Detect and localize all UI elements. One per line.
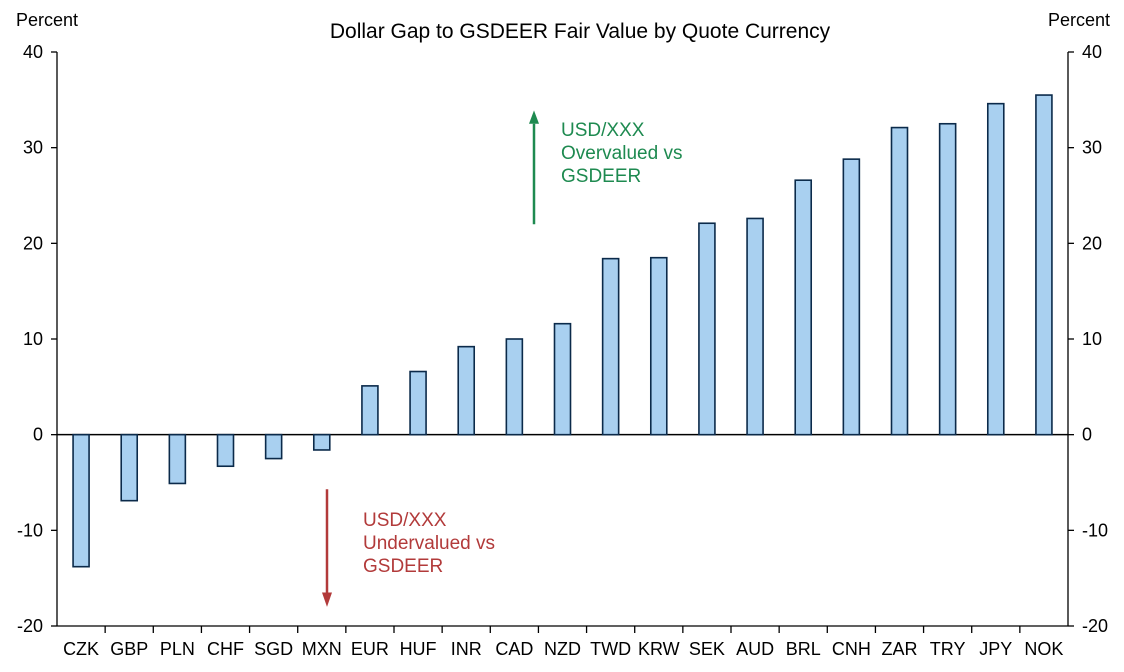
overvalued-annotation-line: Overvalued vs bbox=[561, 143, 682, 164]
x-tick-label: NZD bbox=[544, 639, 581, 659]
x-tick-label: MXN bbox=[302, 639, 342, 659]
bar-inr bbox=[457, 345, 476, 436]
bar-brl bbox=[794, 179, 813, 436]
up-arrow-head bbox=[529, 110, 539, 124]
right-y-tick-label: -10 bbox=[1082, 520, 1108, 540]
x-tick-label: KRW bbox=[638, 639, 680, 659]
left-axis-label: Percent bbox=[16, 10, 78, 30]
overvalued-annotation-line: GSDEER bbox=[561, 166, 641, 187]
bar-chf bbox=[216, 433, 235, 468]
bar-nok bbox=[1035, 94, 1053, 436]
bar-cad bbox=[505, 338, 524, 436]
right-y-tick-label: 40 bbox=[1082, 42, 1102, 62]
x-tick-label: CAD bbox=[495, 639, 533, 659]
left-y-tick-label: 40 bbox=[23, 42, 43, 62]
chart-title: Dollar Gap to GSDEER Fair Value by Quote… bbox=[330, 20, 831, 43]
x-tick-label: CNH bbox=[832, 639, 871, 659]
x-tick-label: AUD bbox=[736, 639, 774, 659]
left-y-tick-label: 30 bbox=[23, 138, 43, 158]
x-tick-label: SGD bbox=[254, 639, 293, 659]
bar-krw bbox=[649, 256, 668, 436]
right-y-tick-label: 20 bbox=[1082, 233, 1102, 253]
bar-gbp bbox=[120, 433, 139, 502]
bar-try bbox=[938, 122, 957, 436]
bar-jpy bbox=[986, 102, 1005, 436]
x-tick-label: JPY bbox=[979, 639, 1012, 659]
x-tick-label: CHF bbox=[207, 639, 244, 659]
right-y-tick-label: 0 bbox=[1082, 425, 1092, 445]
x-tick-label: NOK bbox=[1024, 639, 1063, 659]
overvalued-annotation-line: USD/XXX bbox=[561, 120, 645, 141]
bar-eur bbox=[361, 385, 379, 436]
left-y-tick-label: 0 bbox=[33, 425, 43, 445]
bar-zar bbox=[890, 126, 909, 436]
x-tick-label: BRL bbox=[786, 639, 821, 659]
x-tick-label: EUR bbox=[351, 639, 389, 659]
bar-mxn bbox=[312, 433, 331, 451]
left-y-tick-label: 20 bbox=[23, 233, 43, 253]
bar-sek bbox=[698, 222, 716, 436]
bar-aud bbox=[746, 217, 764, 436]
undervalued-annotation-line: GSDEER bbox=[363, 556, 443, 577]
bar-sgd bbox=[264, 433, 283, 460]
bar-czk bbox=[72, 433, 90, 568]
left-y-tick-label: -20 bbox=[17, 616, 43, 636]
undervalued-annotation-line: Undervalued vs bbox=[363, 533, 495, 554]
x-tick-label: GBP bbox=[110, 639, 148, 659]
x-tick-label: ZAR bbox=[882, 639, 918, 659]
bar-twd bbox=[601, 257, 620, 436]
down-arrow-head bbox=[322, 592, 332, 607]
left-y-tick-label: -10 bbox=[17, 520, 43, 540]
bar-pln bbox=[168, 433, 187, 485]
bar-huf bbox=[409, 370, 427, 436]
right-y-tick-label: 10 bbox=[1082, 329, 1102, 349]
right-y-tick-label: -20 bbox=[1082, 616, 1108, 636]
bar-nzd bbox=[553, 322, 572, 436]
right-axis-label: Percent bbox=[1048, 10, 1110, 30]
bars bbox=[72, 94, 1053, 568]
bar-cnh bbox=[842, 158, 861, 436]
x-tick-labels: CZK GBP PLN CHF SGD MXN EUR HUF INR CAD NZD TWD KRW S… bbox=[63, 639, 1063, 659]
undervalued-annotation-line: USD/XXX bbox=[363, 510, 447, 531]
x-tick-label: CZK bbox=[63, 639, 99, 659]
x-tick-label: SEK bbox=[689, 639, 725, 659]
right-y-tick-label: 30 bbox=[1082, 138, 1102, 158]
x-tick-label: INR bbox=[451, 639, 482, 659]
x-tick-label: PLN bbox=[160, 639, 195, 659]
x-tick-label: TWD bbox=[590, 639, 631, 659]
left-y-tick-label: 10 bbox=[23, 329, 43, 349]
x-tick-label: TRY bbox=[930, 639, 966, 659]
x-tick-label: HUF bbox=[400, 639, 437, 659]
